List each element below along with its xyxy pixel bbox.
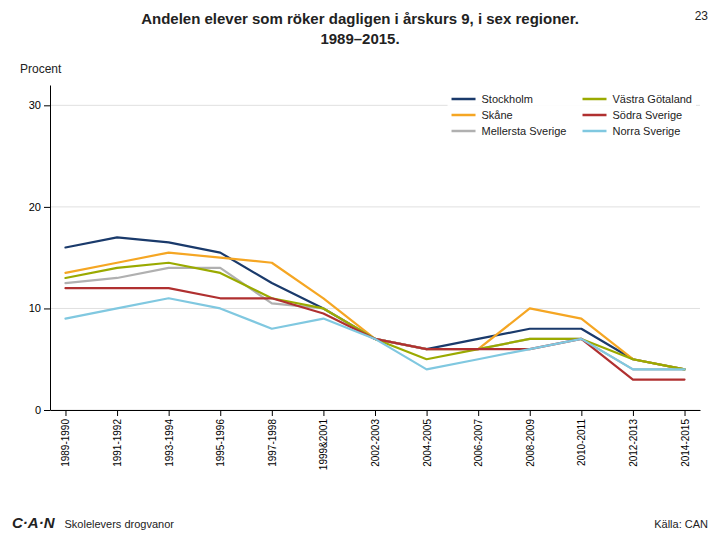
- x-tick-mark: [530, 410, 531, 416]
- y-tick-label: 30: [29, 99, 41, 111]
- x-tick-mark: [427, 410, 428, 416]
- x-tick-label: 2008-2009: [525, 419, 536, 467]
- y-tick: 20: [29, 201, 50, 213]
- legend-swatch: [583, 98, 607, 101]
- x-tick: 1997-1998: [267, 410, 278, 467]
- subtitle: 1989–2015.: [320, 30, 399, 47]
- y-tick: 30: [29, 99, 50, 111]
- legend-swatch: [452, 130, 476, 133]
- x-tick-label: 1997-1998: [267, 419, 278, 467]
- x-tick: 2002-2003: [370, 410, 381, 467]
- footer-left: Skolelevers drogvanor: [65, 518, 175, 530]
- x-tick-label: 1999&2001: [318, 419, 329, 471]
- x-tick: 1991-1992: [112, 410, 123, 467]
- x-tick-mark: [375, 410, 376, 416]
- y-axis-line: [50, 86, 51, 411]
- logo: C·A·N: [12, 514, 56, 531]
- legend-swatch: [583, 130, 607, 133]
- lines: [65, 237, 684, 379]
- legend-label: Stockholm: [482, 93, 533, 105]
- y-tick: 0: [35, 404, 50, 416]
- series-line: [65, 288, 684, 379]
- y-tick-label: 0: [35, 404, 41, 416]
- x-tick: 2014-2015: [680, 410, 691, 467]
- legend-item: Södra Sverige: [583, 109, 683, 121]
- legend-item: Stockholm: [452, 93, 533, 105]
- legend: Stockholm Skåne Mellersta Sverige Västra Gö…: [448, 89, 696, 141]
- legend-swatch: [583, 114, 607, 117]
- x-tick-label: 1989-1990: [60, 419, 71, 467]
- x-tick-label: 1991-1992: [112, 419, 123, 467]
- plot-area: 0 10 20 30 1989-1990 1991-1992 1993-1994 1995-1…: [29, 86, 701, 471]
- series-line: [65, 298, 684, 369]
- footer-right: Källa: CAN: [654, 518, 708, 530]
- x-tick-mark: [685, 410, 686, 416]
- y-tick-mark: [44, 308, 50, 309]
- x-tick-label: 2010-2011: [576, 419, 587, 467]
- legend-item: Norra Sverige: [583, 125, 681, 137]
- legend-background: [448, 89, 696, 141]
- x-tick: 1993-1994: [164, 410, 175, 467]
- legend-item: Västra Götaland: [583, 93, 693, 105]
- grid-line: [50, 308, 700, 309]
- x-axis: 1989-1990 1991-1992 1993-1994 1995-1996 1997…: [51, 410, 701, 470]
- legend-label: Skåne: [482, 109, 513, 121]
- x-tick-label: 2002-2003: [370, 419, 381, 467]
- x-tick-mark: [169, 410, 170, 416]
- x-tick-label: 1993-1994: [164, 419, 175, 467]
- x-tick-label: 2014-2015: [680, 419, 691, 467]
- legend-label: Västra Götaland: [613, 93, 693, 105]
- legend-swatch: [452, 114, 476, 117]
- x-tick-label: 2006-2007: [473, 419, 484, 467]
- x-tick-mark: [633, 410, 634, 416]
- legend-label: Mellersta Sverige: [482, 125, 567, 137]
- x-tick-mark: [117, 410, 118, 416]
- y-tick-mark: [44, 105, 50, 106]
- y-tick-label: 10: [29, 302, 41, 314]
- legend-label: Norra Sverige: [613, 125, 681, 137]
- x-tick: 2012-2013: [628, 410, 639, 467]
- x-tick-mark: [581, 410, 582, 416]
- chart: Andelen elever som röker dagligen i årsk…: [0, 0, 720, 540]
- x-tick: 2008-2009: [525, 410, 536, 467]
- title: Andelen elever som röker dagligen i årsk…: [141, 10, 579, 27]
- y-tick-label: 20: [29, 201, 41, 213]
- x-tick: 2006-2007: [473, 410, 484, 467]
- legend-label: Södra Sverige: [613, 109, 683, 121]
- x-tick: 1999&2001: [318, 410, 329, 470]
- x-tick-mark: [65, 410, 66, 416]
- y-tick-mark: [44, 207, 50, 208]
- x-tick: 1989-1990: [60, 410, 71, 467]
- x-tick-label: 2004-2005: [422, 419, 433, 467]
- x-tick-mark: [272, 410, 273, 416]
- grid: [50, 105, 700, 410]
- x-tick-mark: [478, 410, 479, 416]
- x-tick-mark: [323, 410, 324, 416]
- grid-line: [50, 206, 700, 207]
- x-tick-label: 1995-1996: [215, 419, 226, 467]
- series-line: [65, 268, 684, 370]
- y-tick-mark: [44, 410, 50, 411]
- series-line: [65, 263, 684, 370]
- x-tick: 1995-1996: [215, 410, 226, 467]
- y-axis-title: Procent: [20, 62, 62, 76]
- x-tick-label: 2012-2013: [628, 419, 639, 467]
- series-line: [65, 237, 684, 369]
- legend-item: Mellersta Sverige: [452, 125, 567, 137]
- x-tick: 2004-2005: [422, 410, 433, 467]
- y-axis: 0 10 20 30: [29, 86, 51, 417]
- x-tick-mark: [220, 410, 221, 416]
- legend-item: Skåne: [452, 109, 513, 121]
- series-line: [65, 253, 684, 370]
- x-tick: 2010-2011: [576, 410, 587, 466]
- y-tick: 10: [29, 302, 50, 314]
- page-number: 23: [695, 9, 709, 23]
- legend-swatch: [452, 98, 476, 101]
